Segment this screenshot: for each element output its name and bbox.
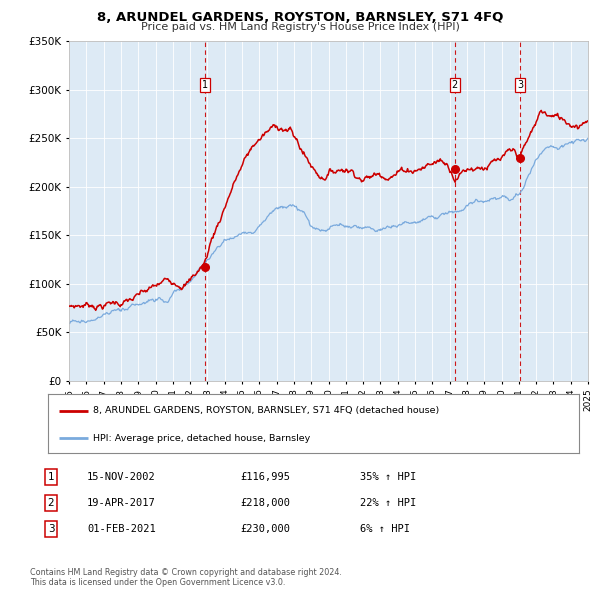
- Text: 8, ARUNDEL GARDENS, ROYSTON, BARNSLEY, S71 4FQ: 8, ARUNDEL GARDENS, ROYSTON, BARNSLEY, S…: [97, 11, 503, 24]
- Text: £218,000: £218,000: [240, 498, 290, 507]
- Text: 8, ARUNDEL GARDENS, ROYSTON, BARNSLEY, S71 4FQ (detached house): 8, ARUNDEL GARDENS, ROYSTON, BARNSLEY, S…: [93, 406, 439, 415]
- Text: Price paid vs. HM Land Registry's House Price Index (HPI): Price paid vs. HM Land Registry's House …: [140, 22, 460, 32]
- Text: 22% ↑ HPI: 22% ↑ HPI: [360, 498, 416, 507]
- Text: 35% ↑ HPI: 35% ↑ HPI: [360, 472, 416, 481]
- Text: 19-APR-2017: 19-APR-2017: [87, 498, 156, 507]
- Text: 1: 1: [47, 472, 55, 481]
- Text: 2: 2: [452, 80, 458, 90]
- Text: 15-NOV-2002: 15-NOV-2002: [87, 472, 156, 481]
- Text: 3: 3: [47, 524, 55, 533]
- Text: Contains HM Land Registry data © Crown copyright and database right 2024.
This d: Contains HM Land Registry data © Crown c…: [30, 568, 342, 587]
- Text: 3: 3: [517, 80, 523, 90]
- Text: £230,000: £230,000: [240, 524, 290, 533]
- Text: 1: 1: [202, 80, 208, 90]
- Text: £116,995: £116,995: [240, 472, 290, 481]
- Text: 2: 2: [47, 498, 55, 507]
- Text: 01-FEB-2021: 01-FEB-2021: [87, 524, 156, 533]
- Text: HPI: Average price, detached house, Barnsley: HPI: Average price, detached house, Barn…: [93, 434, 310, 443]
- Text: 6% ↑ HPI: 6% ↑ HPI: [360, 524, 410, 533]
